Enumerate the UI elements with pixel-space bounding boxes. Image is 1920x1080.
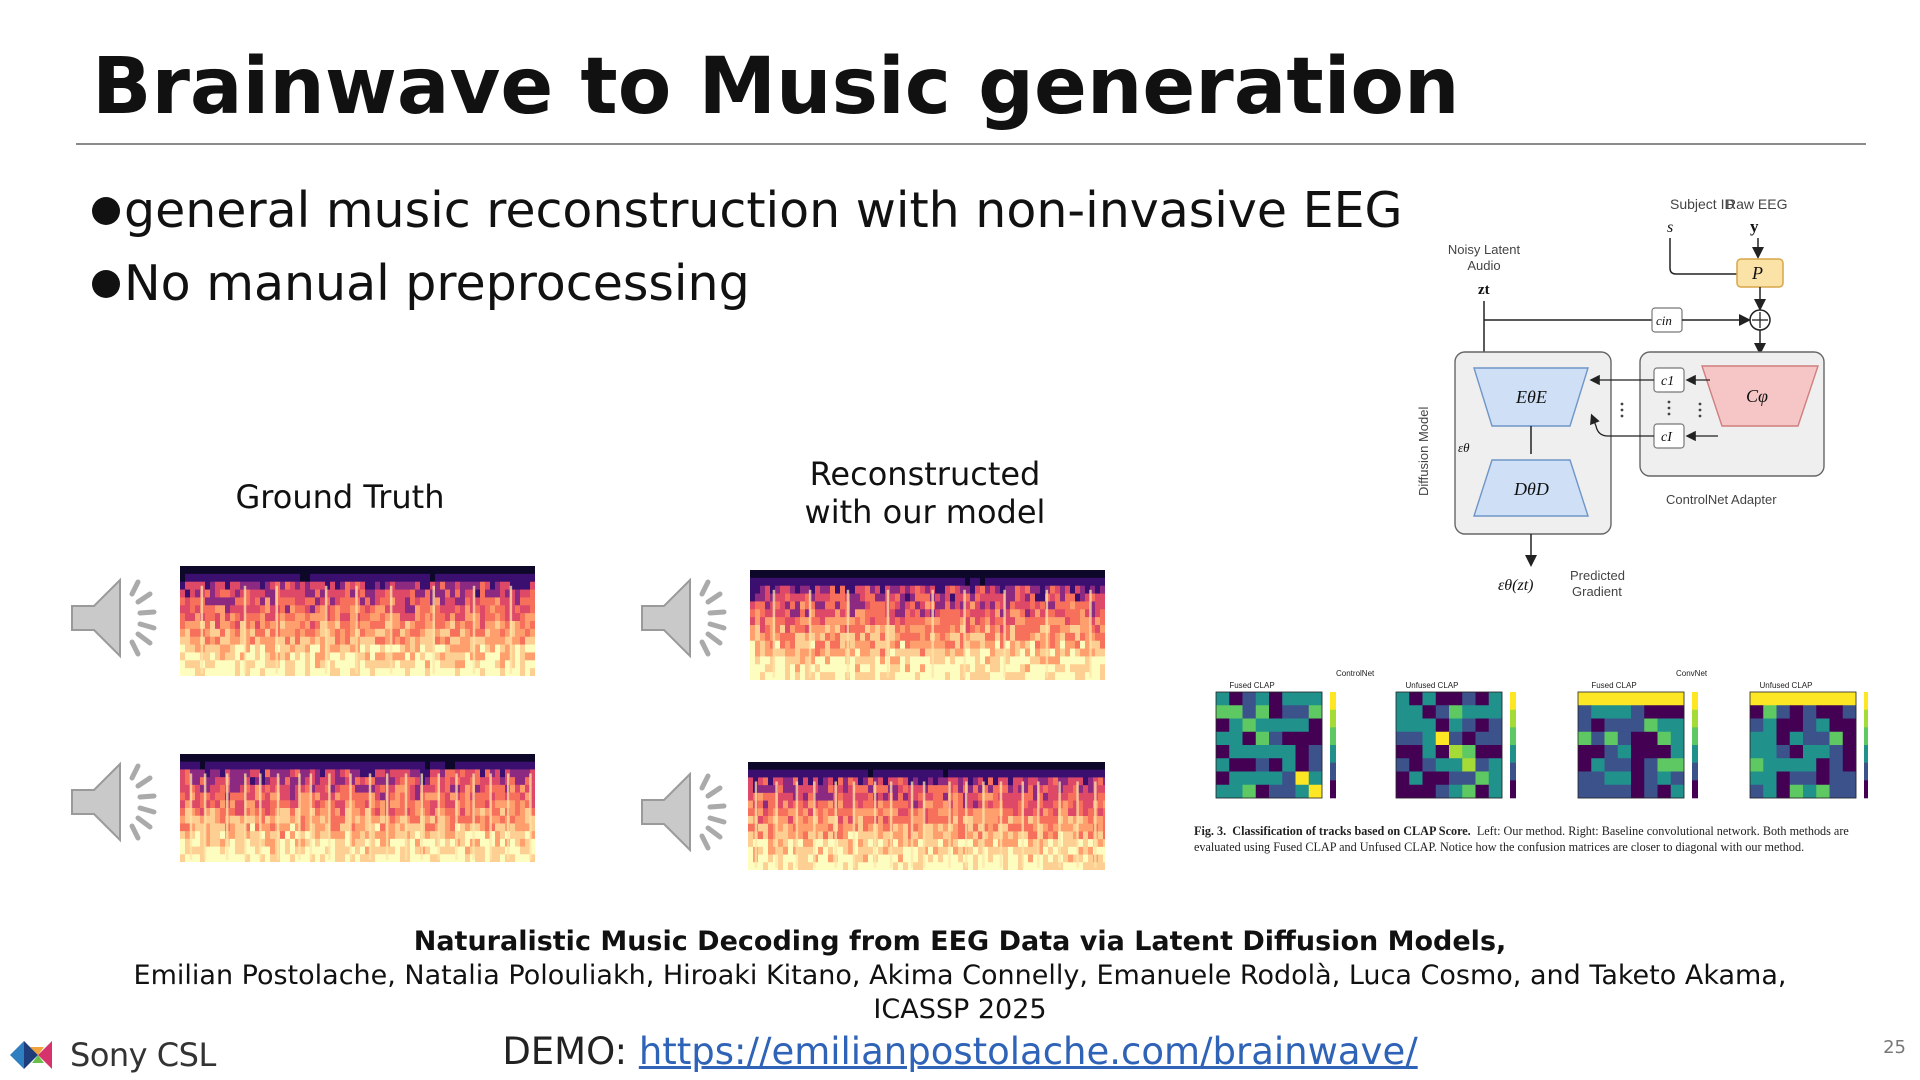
page-number: 25 xyxy=(1883,1037,1906,1058)
confusion-matrix-figure: ControlNet ConvNet Fused CLAP Unfused CL… xyxy=(1215,669,1868,799)
epsilon-theta-label: εθ xyxy=(1458,440,1470,455)
logo-text: Sony CSL xyxy=(70,1036,216,1074)
speaker-icon[interactable] xyxy=(68,752,168,852)
spectrogram-ground-truth-1 xyxy=(180,566,535,676)
spectrogram-ground-truth-2 xyxy=(180,754,535,862)
subject-id-symbol: s xyxy=(1667,219,1673,236)
architecture-diagram: Subject ID s Raw EEG y Noisy Latent Audi… xyxy=(1416,196,1825,599)
decoder-block xyxy=(1473,459,1589,517)
reconstructed-caption-line1: Reconstructed xyxy=(809,455,1041,493)
p-block-label: P xyxy=(1751,263,1763,283)
decoder-label: DθD xyxy=(1513,479,1549,499)
speaker-icon[interactable] xyxy=(638,568,738,668)
bullet-text: general music reconstruction with non-in… xyxy=(124,182,1403,239)
bullet-text: No manual preprocessing xyxy=(124,255,750,312)
title-divider xyxy=(76,143,1866,145)
controlnet-adapter-label: ControlNet Adapter xyxy=(1666,492,1777,507)
zt-symbol: zt xyxy=(1478,282,1490,298)
speaker-icon[interactable] xyxy=(638,762,738,862)
group-label-convnet: ConvNet xyxy=(1676,669,1708,678)
panel-title: Unfused CLAP xyxy=(1406,681,1459,690)
panel-title: Unfused CLAP xyxy=(1760,681,1813,690)
diffusion-model-label: Diffusion Model xyxy=(1416,407,1431,496)
reconstructed-caption: Reconstructed with our model xyxy=(760,455,1090,531)
c-phi-label: Cφ xyxy=(1746,386,1768,406)
spectrogram-reconstructed-1 xyxy=(750,570,1105,680)
encoder-label: EθE xyxy=(1515,387,1547,407)
bullet-dot-icon xyxy=(92,269,120,298)
demo-line: DEMO: https://emilianpostolache.com/brai… xyxy=(0,1030,1920,1073)
slide-title: Brainwave to Music generation xyxy=(92,42,1460,132)
group-label-controlnet: ControlNet xyxy=(1336,669,1375,678)
noisy-latent-label-line2: Audio xyxy=(1467,258,1500,273)
raw-eeg-label: Raw EEG xyxy=(1726,196,1787,212)
spectrogram-reconstructed-2 xyxy=(748,762,1105,870)
caption-label: Fig. 3. xyxy=(1194,824,1227,838)
panel-title: Fused CLAP xyxy=(1591,681,1636,690)
subject-id-label: Subject ID xyxy=(1670,196,1735,212)
c1-label: c1 xyxy=(1661,374,1674,389)
ground-truth-caption: Ground Truth xyxy=(235,478,445,516)
panel-title: Fused CLAP xyxy=(1229,681,1274,690)
reconstructed-caption-line2: with our model xyxy=(804,493,1046,531)
encoder-block xyxy=(1473,367,1589,427)
output-expression: εθ(zt) xyxy=(1498,577,1534,594)
demo-label: DEMO: xyxy=(502,1030,639,1073)
c-in-label: cin xyxy=(1656,313,1672,328)
reference-venue: ICASSP 2025 xyxy=(873,994,1047,1025)
speaker-icon[interactable] xyxy=(68,568,168,668)
caption-text: Left: Our method. Right: Baseline convol… xyxy=(1194,824,1849,854)
reference-authors: Emilian Postolache, Natalia Polouliakh, … xyxy=(133,960,1787,991)
reference-title: Naturalistic Music Decoding from EEG Dat… xyxy=(413,926,1507,957)
predicted-gradient-line1: Predicted xyxy=(1570,568,1625,583)
cI-label: cI xyxy=(1661,430,1673,445)
sony-csl-logo-icon xyxy=(10,1041,52,1069)
caption-bold: Classification of tracks based on CLAP S… xyxy=(1232,824,1471,838)
bullet-dot-icon xyxy=(92,196,120,225)
bullet-item: general music reconstruction with non-in… xyxy=(92,182,1403,239)
figure-caption: Fig. 3. Classification of tracks based o… xyxy=(1194,824,1862,855)
bullet-item: No manual preprocessing xyxy=(92,255,750,312)
demo-link[interactable]: https://emilianpostolache.com/brainwave/ xyxy=(638,1030,1418,1073)
sony-csl-logo: Sony CSL xyxy=(10,1036,216,1074)
noisy-latent-label-line1: Noisy Latent xyxy=(1448,242,1521,257)
c-phi-block xyxy=(1701,365,1819,427)
predicted-gradient-line2: Gradient xyxy=(1572,584,1622,599)
raw-eeg-symbol: y xyxy=(1750,217,1759,236)
